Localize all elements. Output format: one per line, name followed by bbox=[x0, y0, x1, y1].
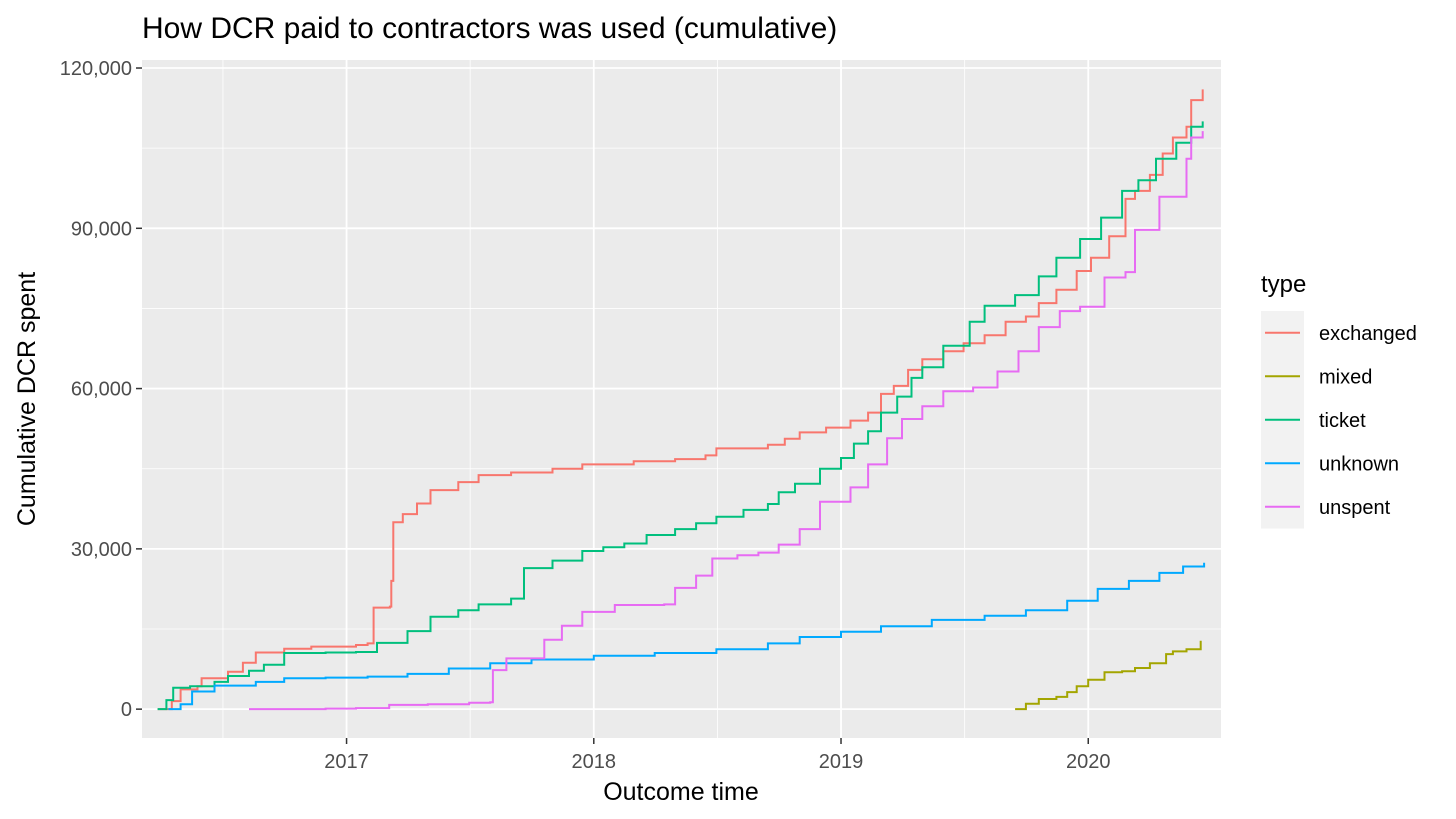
grid-lines bbox=[142, 60, 1221, 738]
axes: 0 30,000 60,000 90,000 120,000 2017 2018 2019 20… bbox=[60, 58, 1111, 773]
chart-title: How DCR paid to contractors was used (cu… bbox=[142, 12, 837, 45]
x-axis-title: Outcome time bbox=[603, 778, 759, 806]
y-tick-label: 60,000 bbox=[71, 379, 132, 401]
x-tick-label: 2019 bbox=[819, 751, 864, 773]
legend-title: type bbox=[1261, 271, 1306, 298]
y-tick-label: 90,000 bbox=[71, 218, 132, 240]
series-lines bbox=[157, 89, 1206, 711]
series-line-mixed bbox=[1015, 640, 1202, 711]
x-tick-label: 2018 bbox=[572, 751, 617, 773]
series-line-unspent bbox=[249, 131, 1204, 711]
series-line-exchanged bbox=[157, 89, 1204, 711]
legend-label-unspent: unspent bbox=[1319, 497, 1391, 519]
y-axis-title: Cumulative DCR spent bbox=[13, 272, 41, 526]
legend-label-mixed: mixed bbox=[1319, 366, 1372, 388]
y-tick-label: 120,000 bbox=[60, 58, 132, 80]
x-tick-label: 2017 bbox=[324, 751, 369, 773]
series-line-ticket bbox=[157, 121, 1204, 711]
y-tick-label: 0 bbox=[121, 699, 132, 721]
legend: type exchanged mixed ticket unknown unspent bbox=[1261, 271, 1417, 529]
legend-label-exchanged: exchanged bbox=[1319, 323, 1417, 345]
legend-label-ticket: ticket bbox=[1319, 410, 1366, 432]
y-tick-label: 30,000 bbox=[71, 539, 132, 561]
legend-label-unknown: unknown bbox=[1319, 453, 1399, 475]
series-line-unknown bbox=[168, 562, 1206, 711]
x-tick-label: 2020 bbox=[1066, 751, 1111, 773]
plot-panel bbox=[142, 60, 1221, 738]
